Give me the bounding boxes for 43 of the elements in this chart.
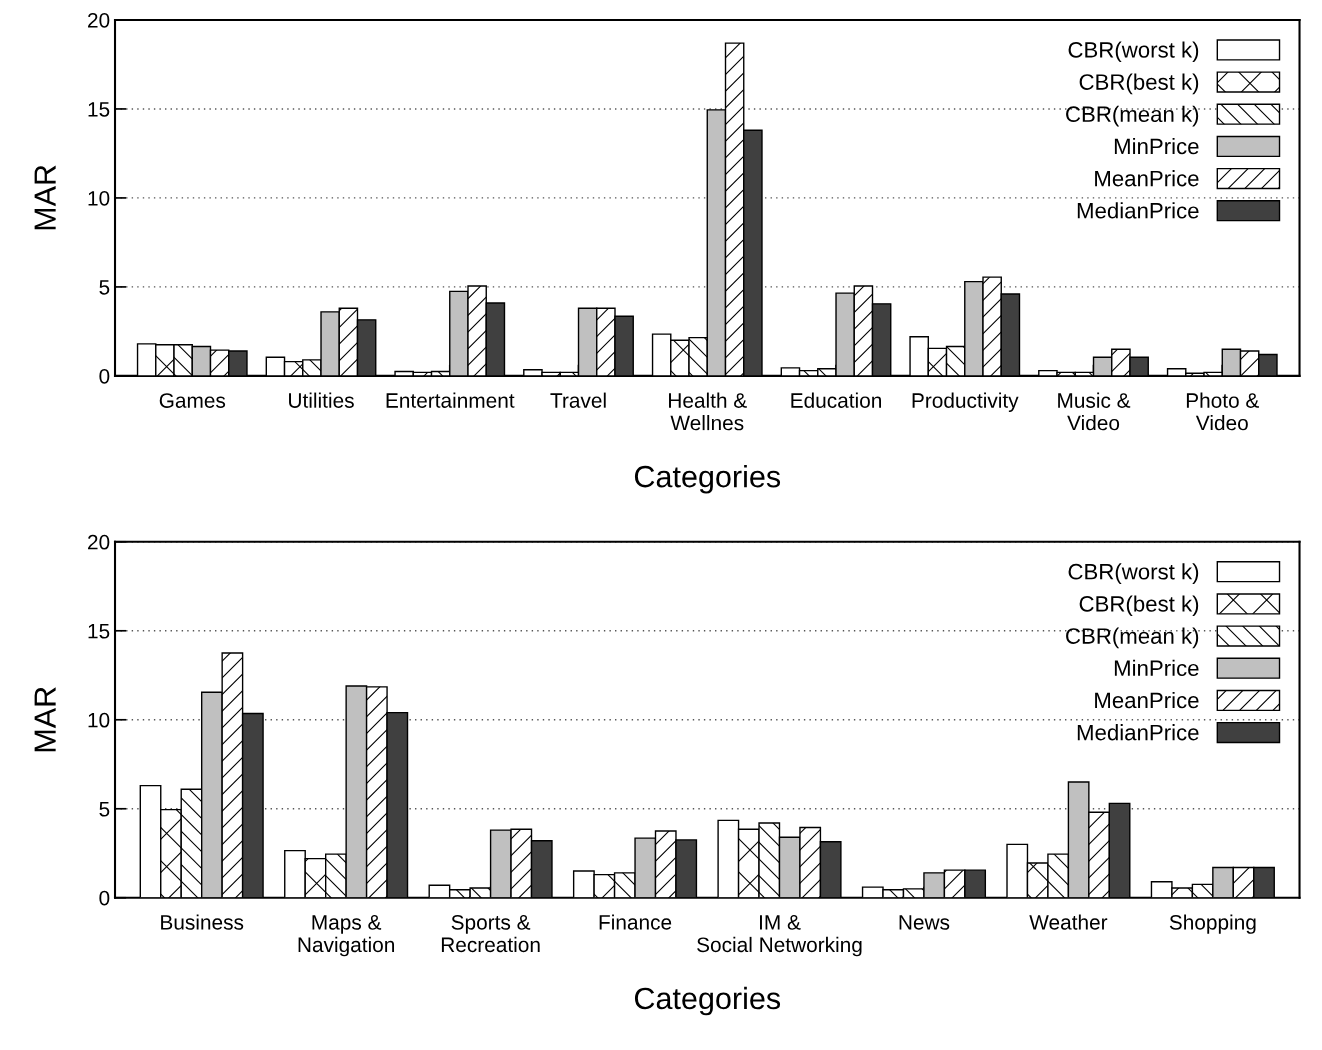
- x-tick-label: Education: [791, 392, 881, 408]
- y-tick-label: 15: [88, 624, 110, 639]
- x-axis-title: Categories: [634, 464, 781, 494]
- y-tick-label: 5: [99, 801, 110, 817]
- legend-label: CBR(best k): [1079, 73, 1199, 95]
- x-tick-label: Finance: [599, 914, 672, 930]
- x-tick-label: Weather: [1029, 914, 1108, 930]
- legend-label: MedianPrice: [1077, 202, 1199, 219]
- legend-label: CBR(worst k): [1068, 41, 1199, 63]
- legend-label: MedianPrice: [1077, 724, 1199, 741]
- legend-label: CBR(mean k): [1066, 105, 1199, 127]
- y-tick-label: 5: [99, 280, 110, 295]
- x-axis-title: Categories: [634, 986, 781, 1016]
- x-tick-label: Health & Wellnes: [669, 392, 747, 431]
- legend-label: MeanPrice: [1095, 170, 1199, 187]
- y-tick-label: 10: [88, 712, 110, 728]
- legend-label: CBR(worst k): [1068, 563, 1199, 584]
- x-tick-label: Utilities: [289, 392, 354, 408]
- x-tick-label: Music & Video: [1058, 392, 1131, 431]
- y-tick-label: 20: [88, 12, 110, 28]
- x-tick-label: News: [899, 915, 950, 930]
- x-tick-label: Games: [159, 393, 226, 408]
- legend-label: MinPrice: [1114, 659, 1199, 677]
- x-tick-label: Business: [161, 914, 244, 930]
- y-tick-label: 0: [99, 368, 110, 384]
- x-tick-label: Productivity: [912, 392, 1019, 412]
- x-tick-label: Sports & Recreation: [441, 914, 540, 953]
- legend-label: CBR(best k): [1079, 595, 1199, 617]
- x-tick-label: IM & Social Networking: [697, 915, 862, 957]
- y-tick-label: 15: [88, 102, 110, 117]
- y-axis-title: MAR: [34, 687, 56, 752]
- legend-label: MeanPrice: [1095, 691, 1199, 709]
- y-tick-label: 0: [99, 890, 110, 906]
- y-axis-title: MAR: [34, 165, 56, 230]
- y-tick-label: 10: [88, 190, 110, 206]
- x-tick-label: Maps & Navigation: [298, 915, 395, 957]
- legend-label: CBR(mean k): [1066, 627, 1199, 649]
- x-tick-label: Travel: [550, 392, 606, 408]
- x-tick-label: Photo & Video: [1186, 392, 1260, 431]
- x-tick-label: Shopping: [1169, 914, 1256, 934]
- y-tick-label: 20: [88, 534, 110, 550]
- x-tick-label: Entertainment: [386, 392, 515, 408]
- legend-label: MinPrice: [1114, 137, 1199, 155]
